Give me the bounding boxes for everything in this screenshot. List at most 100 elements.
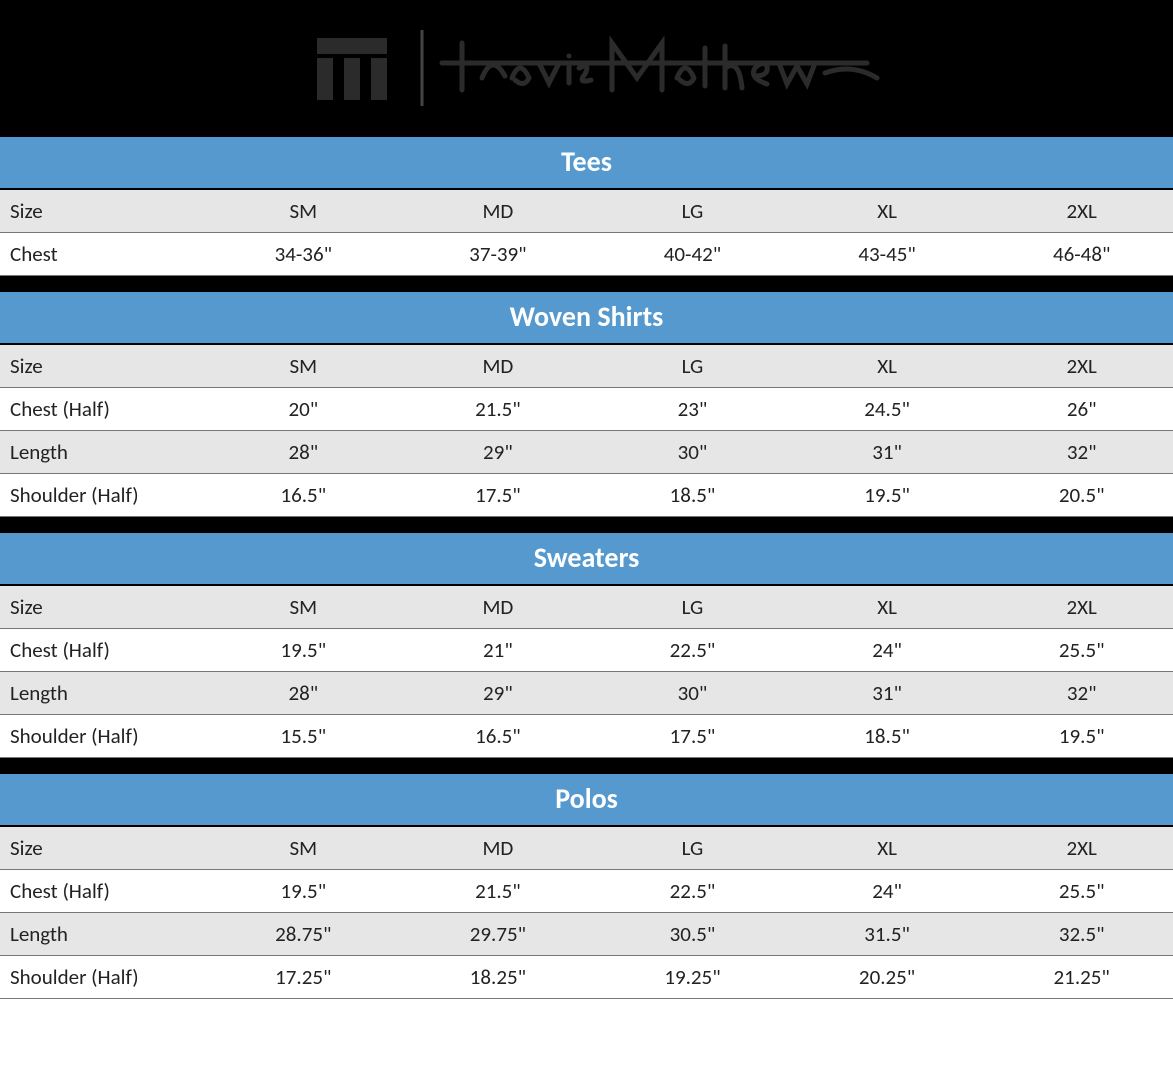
size-value: 43-45": [784, 233, 979, 276]
table-row: Chest (Half)19.5"21.5"22.5"24"25.5": [0, 870, 1173, 913]
size-value: 22.5": [589, 870, 784, 913]
size-column-header: LG: [589, 190, 784, 233]
row-label: Chest (Half): [0, 388, 200, 431]
size-header-label: Size: [0, 345, 200, 388]
section-divider: [0, 517, 1173, 531]
size-value: 22.5": [589, 629, 784, 672]
size-value: 25.5": [978, 629, 1173, 672]
table-row: Shoulder (Half)16.5"17.5"18.5"19.5"20.5": [0, 474, 1173, 517]
table-row: Chest34-36"37-39"40-42"43-45"46-48": [0, 233, 1173, 276]
size-value: 31": [784, 431, 979, 474]
section-divider: [0, 758, 1173, 772]
size-value: 19.5": [978, 715, 1173, 758]
section-divider: [0, 276, 1173, 290]
size-column-header: XL: [784, 345, 979, 388]
size-value: 18.25": [395, 956, 590, 999]
section-title: Sweaters: [0, 531, 1173, 586]
size-value: 31": [784, 672, 979, 715]
brand-logo: [277, 18, 897, 118]
size-value: 30": [589, 672, 784, 715]
size-value: 28": [200, 431, 395, 474]
size-value: 21.5": [395, 388, 590, 431]
size-value: 20.25": [784, 956, 979, 999]
size-value: 40-42": [589, 233, 784, 276]
size-value: 19.25": [589, 956, 784, 999]
size-value: 23": [589, 388, 784, 431]
size-column-header: SM: [200, 190, 395, 233]
size-value: 19.5": [200, 870, 395, 913]
size-value: 26": [978, 388, 1173, 431]
size-value: 32": [978, 672, 1173, 715]
size-value: 19.5": [200, 629, 395, 672]
size-column-header: 2XL: [978, 190, 1173, 233]
brand-header: [0, 0, 1173, 135]
size-value: 32.5": [978, 913, 1173, 956]
size-column-header: MD: [395, 586, 590, 629]
row-label: Length: [0, 672, 200, 715]
size-value: 46-48": [978, 233, 1173, 276]
size-column-header: MD: [395, 827, 590, 870]
size-value: 17.5": [589, 715, 784, 758]
size-value: 16.5": [395, 715, 590, 758]
row-label: Length: [0, 913, 200, 956]
size-value: 29.75": [395, 913, 590, 956]
table-row: Length28.75"29.75"30.5"31.5"32.5": [0, 913, 1173, 956]
size-value: 31.5": [784, 913, 979, 956]
size-value: 28.75": [200, 913, 395, 956]
size-header-label: Size: [0, 586, 200, 629]
size-table: SizeSMMDLGXL2XLChest (Half)19.5"21.5"22.…: [0, 827, 1173, 999]
table-row: Length28"29"30"31"32": [0, 431, 1173, 474]
size-table: SizeSMMDLGXL2XLChest (Half)20"21.5"23"24…: [0, 345, 1173, 517]
size-value: 17.25": [200, 956, 395, 999]
table-row: Chest (Half)19.5"21"22.5"24"25.5": [0, 629, 1173, 672]
row-label: Shoulder (Half): [0, 956, 200, 999]
size-table: SizeSMMDLGXL2XLChest34-36"37-39"40-42"43…: [0, 190, 1173, 276]
size-column-header: XL: [784, 586, 979, 629]
size-value: 21.25": [978, 956, 1173, 999]
size-header-label: Size: [0, 190, 200, 233]
size-value: 34-36": [200, 233, 395, 276]
size-value: 16.5": [200, 474, 395, 517]
size-value: 19.5": [784, 474, 979, 517]
size-value: 30": [589, 431, 784, 474]
size-value: 21.5": [395, 870, 590, 913]
size-value: 24": [784, 629, 979, 672]
size-column-header: 2XL: [978, 586, 1173, 629]
row-label: Chest (Half): [0, 870, 200, 913]
size-value: 25.5": [978, 870, 1173, 913]
size-value: 28": [200, 672, 395, 715]
table-row: Chest (Half)20"21.5"23"24.5"26": [0, 388, 1173, 431]
size-column-header: 2XL: [978, 345, 1173, 388]
size-column-header: SM: [200, 827, 395, 870]
size-column-header: MD: [395, 190, 590, 233]
size-value: 18.5": [589, 474, 784, 517]
row-label: Chest (Half): [0, 629, 200, 672]
table-row: Length28"29"30"31"32": [0, 672, 1173, 715]
section-title: Polos: [0, 772, 1173, 827]
size-column-header: 2XL: [978, 827, 1173, 870]
section-title: Tees: [0, 135, 1173, 190]
size-value: 30.5": [589, 913, 784, 956]
size-column-header: LG: [589, 827, 784, 870]
size-value: 17.5": [395, 474, 590, 517]
size-chart-container: TeesSizeSMMDLGXL2XLChest34-36"37-39"40-4…: [0, 135, 1173, 999]
size-value: 29": [395, 672, 590, 715]
table-row: Shoulder (Half)17.25"18.25"19.25"20.25"2…: [0, 956, 1173, 999]
size-value: 37-39": [395, 233, 590, 276]
size-table: SizeSMMDLGXL2XLChest (Half)19.5"21"22.5"…: [0, 586, 1173, 758]
size-value: 15.5": [200, 715, 395, 758]
size-column-header: SM: [200, 345, 395, 388]
size-header-label: Size: [0, 827, 200, 870]
row-label: Shoulder (Half): [0, 474, 200, 517]
section-title: Woven Shirts: [0, 290, 1173, 345]
size-column-header: XL: [784, 827, 979, 870]
size-value: 21": [395, 629, 590, 672]
size-value: 24": [784, 870, 979, 913]
size-column-header: MD: [395, 345, 590, 388]
size-value: 18.5": [784, 715, 979, 758]
size-value: 20.5": [978, 474, 1173, 517]
size-column-header: SM: [200, 586, 395, 629]
size-column-header: XL: [784, 190, 979, 233]
size-column-header: LG: [589, 345, 784, 388]
size-value: 29": [395, 431, 590, 474]
